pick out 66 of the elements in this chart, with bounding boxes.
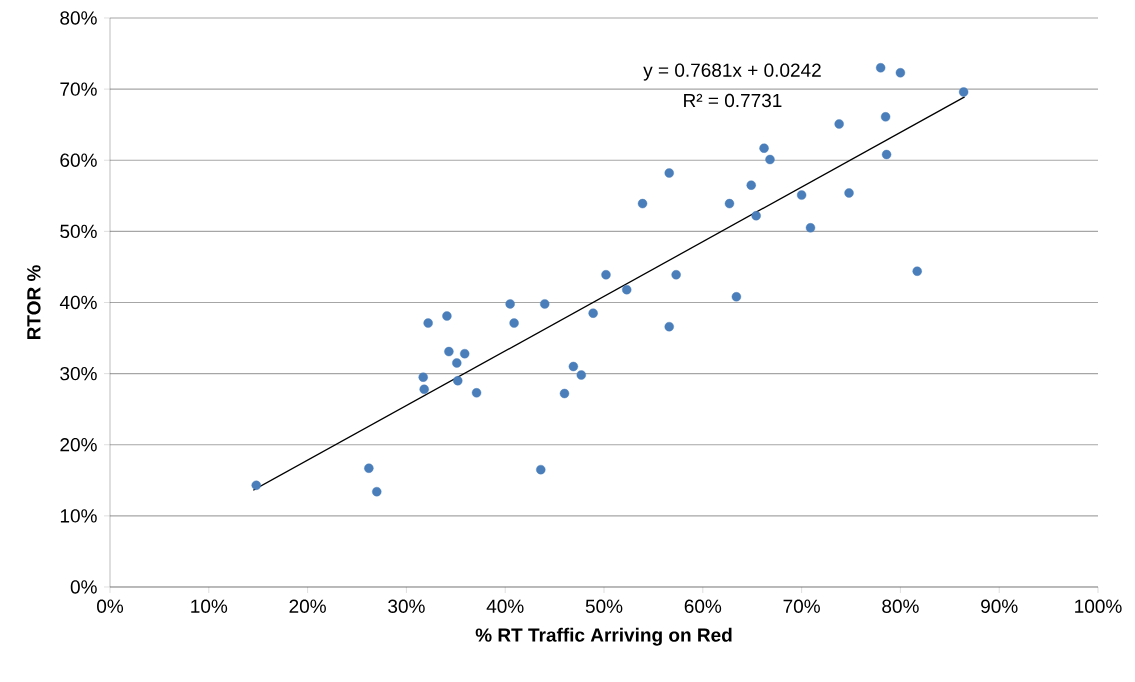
point (423, 318, 433, 328)
x-tick-label: 40% (486, 599, 524, 613)
x-tick-label: 0% (97, 599, 124, 613)
point (875, 63, 886, 73)
x-tick-label: 30% (388, 599, 425, 613)
point (452, 358, 462, 368)
point (664, 168, 674, 178)
point (540, 299, 550, 309)
point (765, 154, 775, 165)
y-tick-label: 50% (60, 224, 97, 239)
point (559, 388, 570, 399)
point (637, 198, 648, 209)
point (576, 370, 586, 380)
point (731, 292, 742, 302)
x-tick-label: 10% (191, 599, 228, 613)
point (419, 384, 429, 394)
point (844, 188, 854, 198)
x-tick-label: 20% (289, 599, 326, 613)
point (601, 270, 611, 280)
point (418, 372, 428, 382)
point (724, 198, 735, 209)
y-tick-label: 30% (60, 366, 97, 381)
x-tick-label: 80% (882, 599, 919, 613)
y-tick-label: 40% (59, 295, 97, 310)
point (664, 321, 674, 332)
x-tick-label: 60% (684, 599, 722, 613)
point (805, 223, 816, 233)
x-axis-title: % RT Traffic Arriving on Red (475, 627, 732, 646)
point (912, 266, 922, 276)
point (505, 299, 515, 309)
annotation: y = 0.7681x + 0.0242 (643, 63, 821, 81)
point (372, 486, 382, 497)
point (471, 388, 482, 398)
y-tick-label: 60% (60, 153, 97, 167)
x-tick-label: 90% (981, 599, 1018, 613)
point (759, 143, 769, 153)
point (796, 190, 807, 200)
x-tick-label: 70% (783, 599, 820, 613)
point (834, 119, 844, 129)
point (746, 180, 756, 190)
point (751, 211, 761, 221)
point (442, 311, 452, 321)
annotation: R² = 0.7731 (684, 93, 782, 108)
point (622, 284, 632, 295)
y-tick-label: 0% (70, 580, 97, 594)
point (568, 361, 579, 372)
point (588, 308, 598, 318)
y-tick-label: 80% (60, 11, 97, 25)
point (509, 318, 519, 328)
point (880, 112, 891, 122)
point (453, 376, 463, 386)
point (251, 480, 261, 490)
x-tick-label: 100% (1075, 599, 1122, 613)
point (671, 270, 681, 280)
point (536, 464, 546, 475)
point (958, 87, 969, 97)
y-axis-title: RTOR % (27, 265, 41, 340)
point (881, 149, 892, 160)
point (460, 349, 470, 359)
y-tick-label: 20% (60, 438, 97, 452)
y-tick-label: 10% (60, 509, 97, 523)
point (444, 346, 454, 357)
point (895, 68, 906, 78)
x-tick-label: 50% (585, 599, 623, 613)
y-tick-label: 70% (60, 82, 97, 96)
point (364, 463, 374, 473)
